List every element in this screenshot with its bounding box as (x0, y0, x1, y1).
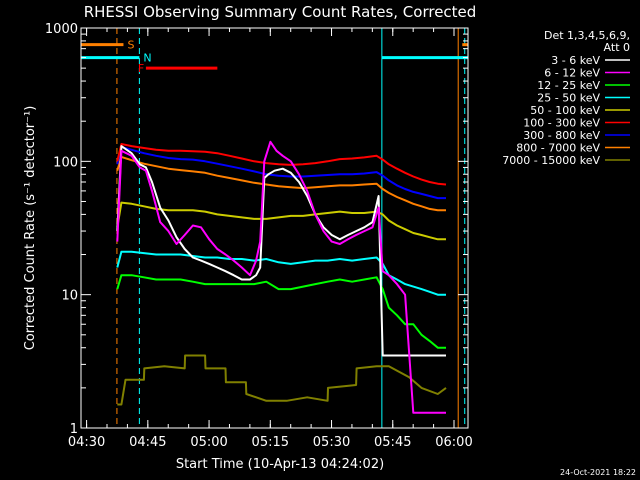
series-line (117, 354, 447, 406)
legend-header-line-2: Att 0 (604, 41, 630, 54)
series-line (116, 145, 446, 357)
x-tick-label: 05:15 (252, 435, 289, 450)
y-tick-label: 1000 (45, 22, 78, 37)
footer-timestamp: 24-Oct-2021 18:22 (560, 468, 636, 477)
x-tick-label: 06:00 (435, 435, 472, 450)
y-tick-label: 10 (61, 289, 78, 304)
legend-header-line-1: Det 1,3,4,5,6,9, (544, 29, 630, 42)
attenuator-flags: SNF (81, 39, 468, 75)
series-line (116, 146, 446, 200)
legend-label: 3 - 6 keV (551, 54, 600, 67)
series-line (116, 201, 446, 241)
legend-label: 100 - 300 keV (523, 117, 600, 130)
x-axis-label: Start Time (10-Apr-13 04:24:02) (176, 457, 384, 472)
legend-label: 300 - 800 keV (523, 129, 600, 142)
chart-title: RHESSI Observing Summary Count Rates, Co… (84, 3, 477, 21)
y-tick-label: 1 (70, 422, 78, 437)
legend-label: 7000 - 15000 keV (502, 154, 600, 167)
legend-label: 50 - 100 keV (530, 104, 600, 117)
plot-frame (80, 27, 469, 429)
x-tick-label: 05:00 (190, 435, 227, 450)
legend-label: 800 - 7000 keV (516, 142, 600, 155)
flag-label: S (127, 39, 134, 52)
y-tick-label: 100 (53, 155, 78, 170)
series-line (116, 250, 446, 296)
legend-label: 12 - 25 keV (537, 79, 600, 92)
flag-label: F (138, 62, 144, 75)
axes: 1 10 100 1000 04:30 04:45 05:00 05:15 05:30 05:45… (45, 22, 473, 450)
y-axis-label: Corrected Count Rate (s⁻¹ detector⁻¹) (23, 106, 38, 351)
legend-label: 6 - 12 keV (544, 67, 600, 80)
x-tick-label: 04:45 (129, 435, 166, 450)
series-line (116, 155, 446, 212)
series-line (116, 140, 446, 414)
x-tick-label: 05:30 (313, 435, 350, 450)
legend-label: 25 - 50 keV (537, 92, 600, 105)
x-tick-label: 05:45 (374, 435, 411, 450)
x-tick-label: 04:30 (68, 435, 105, 450)
flag-label: N (143, 52, 151, 65)
series-line (116, 143, 447, 186)
series-lines (116, 140, 447, 414)
series-line (116, 274, 446, 349)
